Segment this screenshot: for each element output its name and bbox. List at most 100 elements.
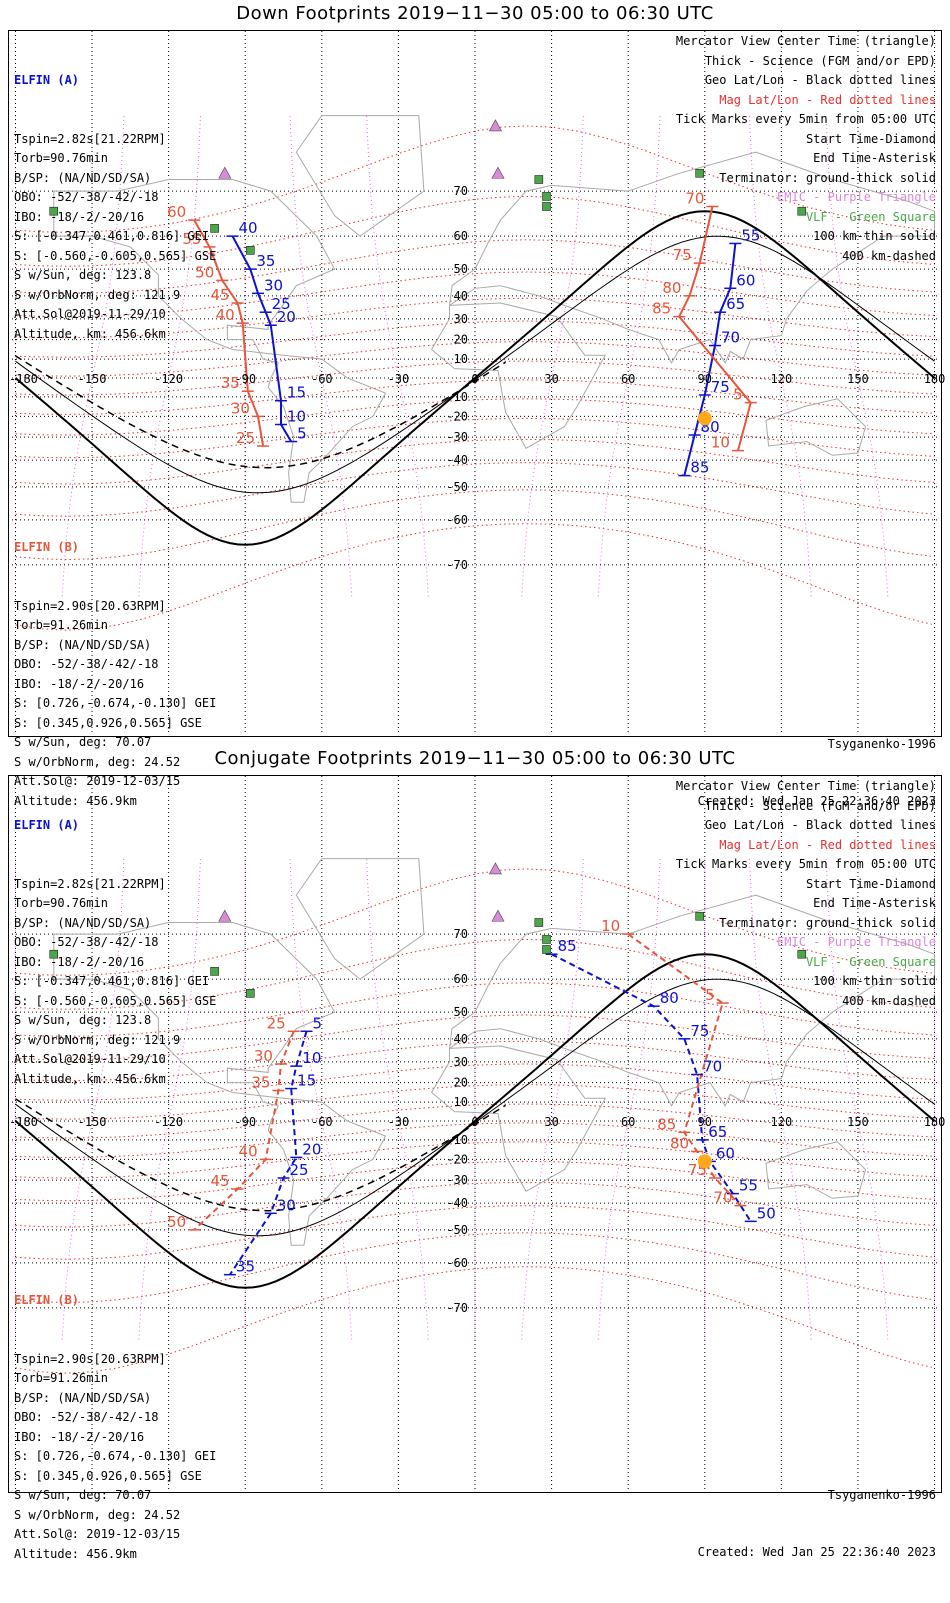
terminator-ground bbox=[14, 210, 936, 546]
elfin-a-tick-label: 10 bbox=[302, 1049, 321, 1067]
legend-line: Mag Lat/Lon - Red dotted lines bbox=[719, 837, 936, 852]
mag-longitude-line bbox=[61, 115, 125, 597]
vlf-square bbox=[542, 945, 551, 954]
elfin-b-info-line: S: [0.726,-0.674,-0.130] GEI bbox=[14, 1449, 217, 1463]
mag-longitude-line bbox=[597, 115, 661, 597]
mag-latitude-line bbox=[15, 1014, 935, 1061]
elfin-b-info-line: S w/Sun, deg: 70.07 bbox=[14, 1488, 152, 1502]
mag-latitude-line bbox=[15, 1122, 935, 1158]
down-footprints-panel: Down Footprints 2019−11−30 05:00 to 06:3… bbox=[0, 0, 950, 808]
emic-triangle bbox=[491, 909, 505, 922]
elfin-b-lines: Tspin=2.90s[20.63RPM] Torb=91.26min B/SP: … bbox=[14, 597, 216, 812]
mag-longitude-line bbox=[289, 858, 353, 1340]
elfin-a-tick-label: 70 bbox=[721, 329, 740, 347]
legend-line: 100 km-thin solid bbox=[813, 974, 936, 988]
elfin-b-info-line: B/SP: (NA/ND/SD/SA) bbox=[14, 1390, 152, 1405]
elfin-b-tick-label: 80 bbox=[670, 1134, 689, 1152]
elfin-a-tick-label: 5 bbox=[313, 1014, 323, 1032]
elfin-b-tick-label: 70 bbox=[685, 189, 704, 207]
latitude-tick-label: 60 bbox=[454, 972, 468, 986]
longitude-tick-label: 180 bbox=[924, 372, 946, 386]
elfin-b-tick-label: 35 bbox=[221, 374, 240, 392]
elfin-a-info-line: OBO: -52/-38/-42/-18 bbox=[14, 935, 159, 949]
legend-line: 100 km-thin solid bbox=[813, 229, 936, 243]
elfin-b-info-line: OBO: -52/-38/-42/-18 bbox=[14, 657, 159, 671]
mag-latitude-line bbox=[15, 379, 935, 415]
elfin-a-tick-label: 10 bbox=[287, 408, 306, 426]
latitude-tick-label: -10 bbox=[446, 1133, 468, 1147]
legend-line: Thick - Science (FGM and/or EPD) bbox=[704, 798, 936, 813]
longitude-tick-label: 90 bbox=[698, 1115, 712, 1129]
terminator-100km bbox=[15, 235, 935, 494]
longitude-tick-label: -180 bbox=[9, 1115, 38, 1129]
elfin-a-tick-label: 55 bbox=[741, 226, 760, 244]
longitude-tick-label: 120 bbox=[771, 1115, 793, 1129]
longitude-tick-label: -60 bbox=[311, 372, 333, 386]
elfin-b-tick-label: 55 bbox=[182, 230, 201, 248]
panel-title: Down Footprints 2019−11−30 05:00 to 06:3… bbox=[236, 3, 714, 24]
elfin-a-tick-label: 75 bbox=[690, 1022, 709, 1040]
mag-latitude-line bbox=[15, 938, 935, 1010]
latitude-tick-label: 30 bbox=[454, 312, 468, 326]
longitude-tick-label: 90 bbox=[698, 372, 712, 386]
legend-line: Geo Lat/Lon - Black dotted lines bbox=[704, 73, 936, 87]
elfin-b-info-line: Altitude: 456.9km bbox=[14, 1546, 137, 1561]
elfin-a-tick-label: 70 bbox=[703, 1057, 722, 1075]
elfin-a-info-line: Att.Sol@2019-11-29/10 bbox=[14, 307, 166, 321]
elfin-b-info-line: Tspin=2.90s[20.63RPM] bbox=[14, 1351, 166, 1366]
latitude-tick-label: -50 bbox=[446, 480, 468, 494]
elfin-a-track bbox=[231, 235, 293, 443]
legend-line: EMIC - Purple Triangle bbox=[777, 935, 936, 949]
elfin-a-info-line: B/SP: (NA/ND/SD/SA) bbox=[14, 915, 152, 930]
footprint-map: 4035302520151055560657075808560555045403… bbox=[9, 31, 946, 734]
elfin-b-info-line: OBO: -52/-38/-42/-18 bbox=[14, 1410, 159, 1424]
elfin-a-tick-label: 65 bbox=[726, 295, 745, 313]
elfin-b-info-line: IBO: -18/-2/-20/16 bbox=[14, 1429, 145, 1444]
mag-latitude-line bbox=[15, 341, 935, 377]
elfin-b-info-line: IBO: -18/-2/-20/16 bbox=[14, 676, 145, 691]
elfin-a-tick-label: 55 bbox=[739, 1177, 758, 1195]
elfin-a-info-line: Tspin=2.82s[21.22RPM] bbox=[14, 876, 166, 891]
mag-longitude-line bbox=[749, 858, 812, 1340]
mag-latitude-line bbox=[15, 398, 935, 436]
legend-line: Mag Lat/Lon - Red dotted lines bbox=[719, 92, 936, 107]
terminator-400km bbox=[15, 1098, 507, 1212]
mag-latitude-line bbox=[15, 1141, 935, 1179]
elfin-a-tick-label: 40 bbox=[238, 219, 257, 237]
elfin-b-tick-label: 40 bbox=[239, 1142, 258, 1160]
mag-latitude-line bbox=[15, 1084, 935, 1120]
mag-latitude-line bbox=[15, 438, 935, 485]
vlf-square bbox=[542, 935, 551, 944]
elfin-a-tick-label: 75 bbox=[711, 378, 730, 396]
mag-latitude-line bbox=[15, 417, 935, 459]
elfin-b-tick-label: 30 bbox=[231, 399, 250, 417]
latitude-tick-label: -50 bbox=[446, 1223, 468, 1237]
mag-longitude-line bbox=[825, 858, 889, 1340]
latitude-tick-label: 40 bbox=[454, 289, 468, 303]
elfin-b-tick-label: 5 bbox=[733, 386, 743, 404]
longitude-tick-label: 0 bbox=[471, 372, 478, 386]
elfin-b-tick-label: 30 bbox=[254, 1047, 273, 1065]
land-outline bbox=[765, 398, 867, 456]
elfin-a-tick-label: 5 bbox=[297, 425, 307, 443]
elfin-a-info-line: S w/Sun, deg: 123.8 bbox=[14, 268, 152, 282]
elfin-b-info-line: Altitude: 456.9km bbox=[14, 793, 137, 808]
vlf-square bbox=[797, 206, 807, 216]
mag-longitude-line bbox=[521, 115, 584, 597]
elfin-a-tick-label: 30 bbox=[264, 276, 283, 294]
elfin-a-tick-label: 80 bbox=[660, 989, 679, 1007]
latitude-tick-label: 70 bbox=[454, 184, 468, 198]
elfin-a-info: ELFIN (A) Tspin=2.82s[21.22RPM] Torb=90.7… bbox=[14, 32, 216, 383]
legend-line: Mercator View Center Time (triangle) bbox=[675, 779, 936, 793]
mag-latitude-line bbox=[15, 523, 935, 631]
elfin-a-tick-label: 85 bbox=[558, 937, 577, 955]
legend-line: Terminator: ground-thick solid bbox=[719, 915, 936, 930]
elfin-b-tick-label: 45 bbox=[210, 286, 229, 304]
terminator-ground bbox=[14, 953, 936, 1289]
map-frame bbox=[8, 30, 942, 737]
elfin-b-info: ELFIN (B) Tspin=2.90s[20.63RPM] Torb=91.2… bbox=[14, 499, 216, 850]
legend-line: Geo Lat/Lon - Black dotted lines bbox=[704, 818, 936, 832]
legend-line: 400 km-dashed bbox=[842, 248, 936, 263]
elfin-b-track bbox=[193, 219, 265, 447]
legend-line: VLF - Green Square bbox=[805, 954, 936, 969]
